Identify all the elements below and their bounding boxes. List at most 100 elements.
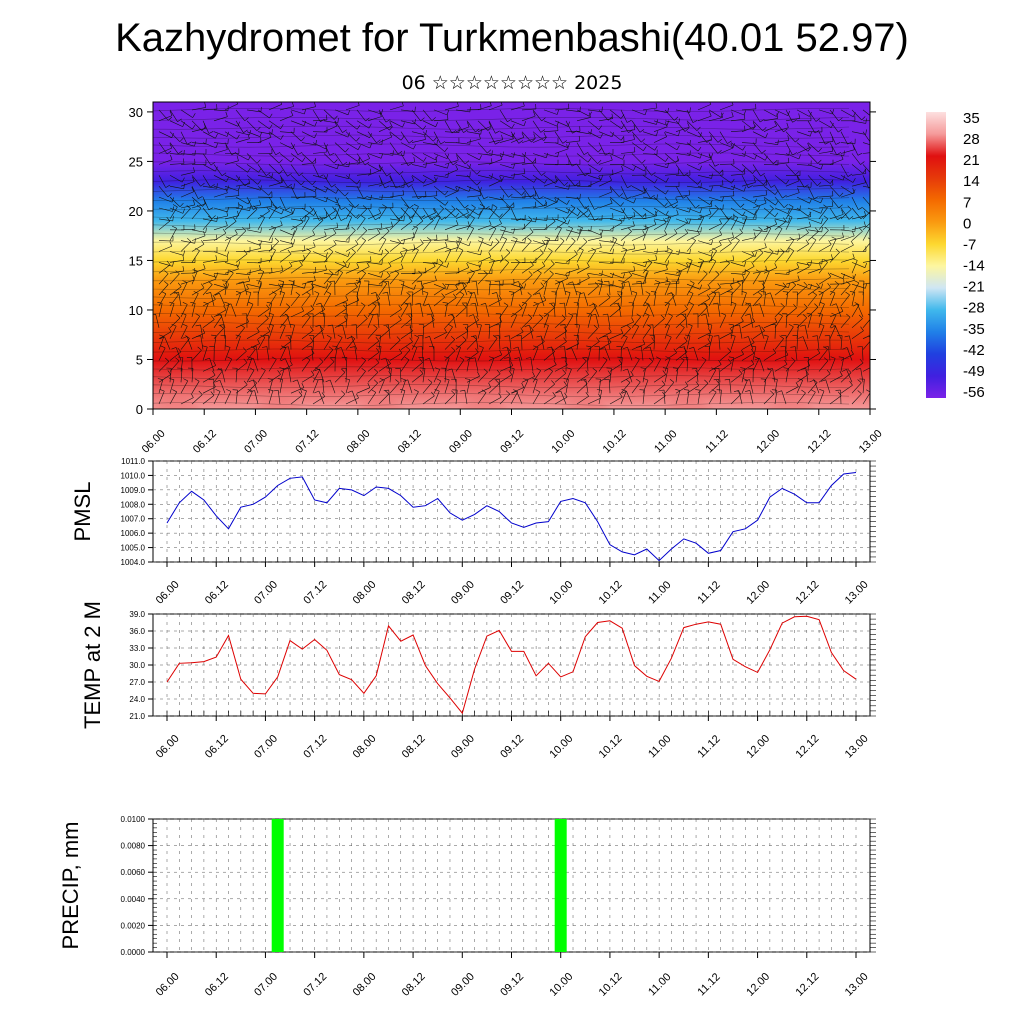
wind-barb-flag [314,390,320,394]
wind-barb [213,309,227,318]
wind-barb [400,153,409,166]
wind-barb [565,268,580,274]
wind-barb [455,196,465,209]
xtick-label: 07.00 [252,971,280,999]
wind-barb [389,268,404,274]
wind-barb-flag [530,261,534,266]
wind-barb-flag [478,264,481,270]
wind-barb-flag [685,381,689,387]
wind-barb-flag [676,209,679,215]
wind-barb [498,335,501,350]
wind-barb-flag [505,205,511,210]
wind-barb [708,184,724,187]
wind-barb [466,262,481,267]
wind-barb [686,325,693,339]
wind-barb [565,140,580,143]
wind-barb [807,283,822,289]
wind-barb-flag [814,227,819,232]
wind-barb-flag [284,313,289,318]
wind-barb [774,162,789,165]
wind-barb [279,229,294,236]
wind-barb [774,175,787,185]
wind-barb-flag [264,314,269,319]
wind-barb-flag [226,303,232,306]
wind-barb [653,282,660,296]
wind-barb-flag [603,280,609,282]
wind-barb [532,370,541,383]
wind-barb-flag [169,241,173,247]
wind-barb-flag [248,301,254,305]
wind-barb-flag [361,368,366,372]
wind-barb-flag [183,158,185,164]
wind-barb-flag [317,378,323,381]
precip-bar [554,819,567,952]
wind-barb [488,159,503,165]
wind-barb-flag [198,196,203,199]
wind-barb [213,316,223,328]
wind-barb [342,325,347,339]
wind-barb [323,210,336,220]
wind-barb-flag [876,255,877,260]
wind-barb [254,390,259,405]
wind-barb-flag [172,204,178,208]
wind-barb [169,142,179,154]
wind-barb-flag [689,302,694,305]
wind-barb [840,244,854,252]
wind-barb-flag [597,148,602,153]
wind-barb [785,217,793,230]
wind-barb [400,236,415,241]
wind-barb [653,384,666,394]
heatmap-xtick-label: 06.12 [191,428,219,456]
wind-barb [191,244,205,252]
wind-barb [334,300,348,307]
wind-barb [345,267,360,274]
wind-barb-flag [173,291,179,294]
wind-barb-flag [277,370,281,375]
wind-barb-flag [181,312,187,316]
wind-barb-flag [819,264,822,269]
wind-barb [675,327,685,339]
wind-barb [345,302,347,317]
wind-barb [455,212,469,220]
wind-barb-flag [357,102,360,106]
wind-barb-flag [251,346,256,350]
wind-barb-flag [253,206,258,210]
wind-barb-flag [251,346,257,348]
wind-barb-flag [376,294,381,299]
wind-barb-flag [448,324,453,328]
wind-barb [560,390,567,405]
wind-barb-flag [248,379,254,383]
wind-barb-flag [499,175,502,181]
wind-barb-flag [577,225,583,229]
wind-barb [521,231,534,241]
wind-barb [510,218,526,221]
wind-barb-flag [458,247,464,251]
wind-barb-flag [274,237,279,242]
wind-barb [345,368,347,383]
wind-barb-flag [297,151,303,156]
wind-barb-flag [306,313,311,317]
wind-barb [664,273,679,276]
wind-barb [477,347,484,361]
wind-barb-flag [382,291,388,294]
wind-barb-flag [383,389,389,391]
wind-barb-flag [674,116,679,121]
wind-barb [387,292,391,307]
wind-barb-flag [751,348,755,354]
wind-barb [818,131,826,145]
wind-barb [663,390,666,405]
wind-barb-flag [222,228,227,234]
wind-barb [356,281,362,296]
wind-barb [851,260,858,274]
wind-barb-flag [309,206,314,211]
wind-barb-flag [852,253,855,259]
wind-barb-flag [731,178,735,184]
wind-barb-flag [342,260,347,266]
wind-barb [708,391,717,405]
wind-barb [796,131,811,137]
wind-barb [477,175,492,179]
wind-barb [477,105,492,111]
wind-barb [851,164,863,174]
wind-barb [554,207,569,214]
